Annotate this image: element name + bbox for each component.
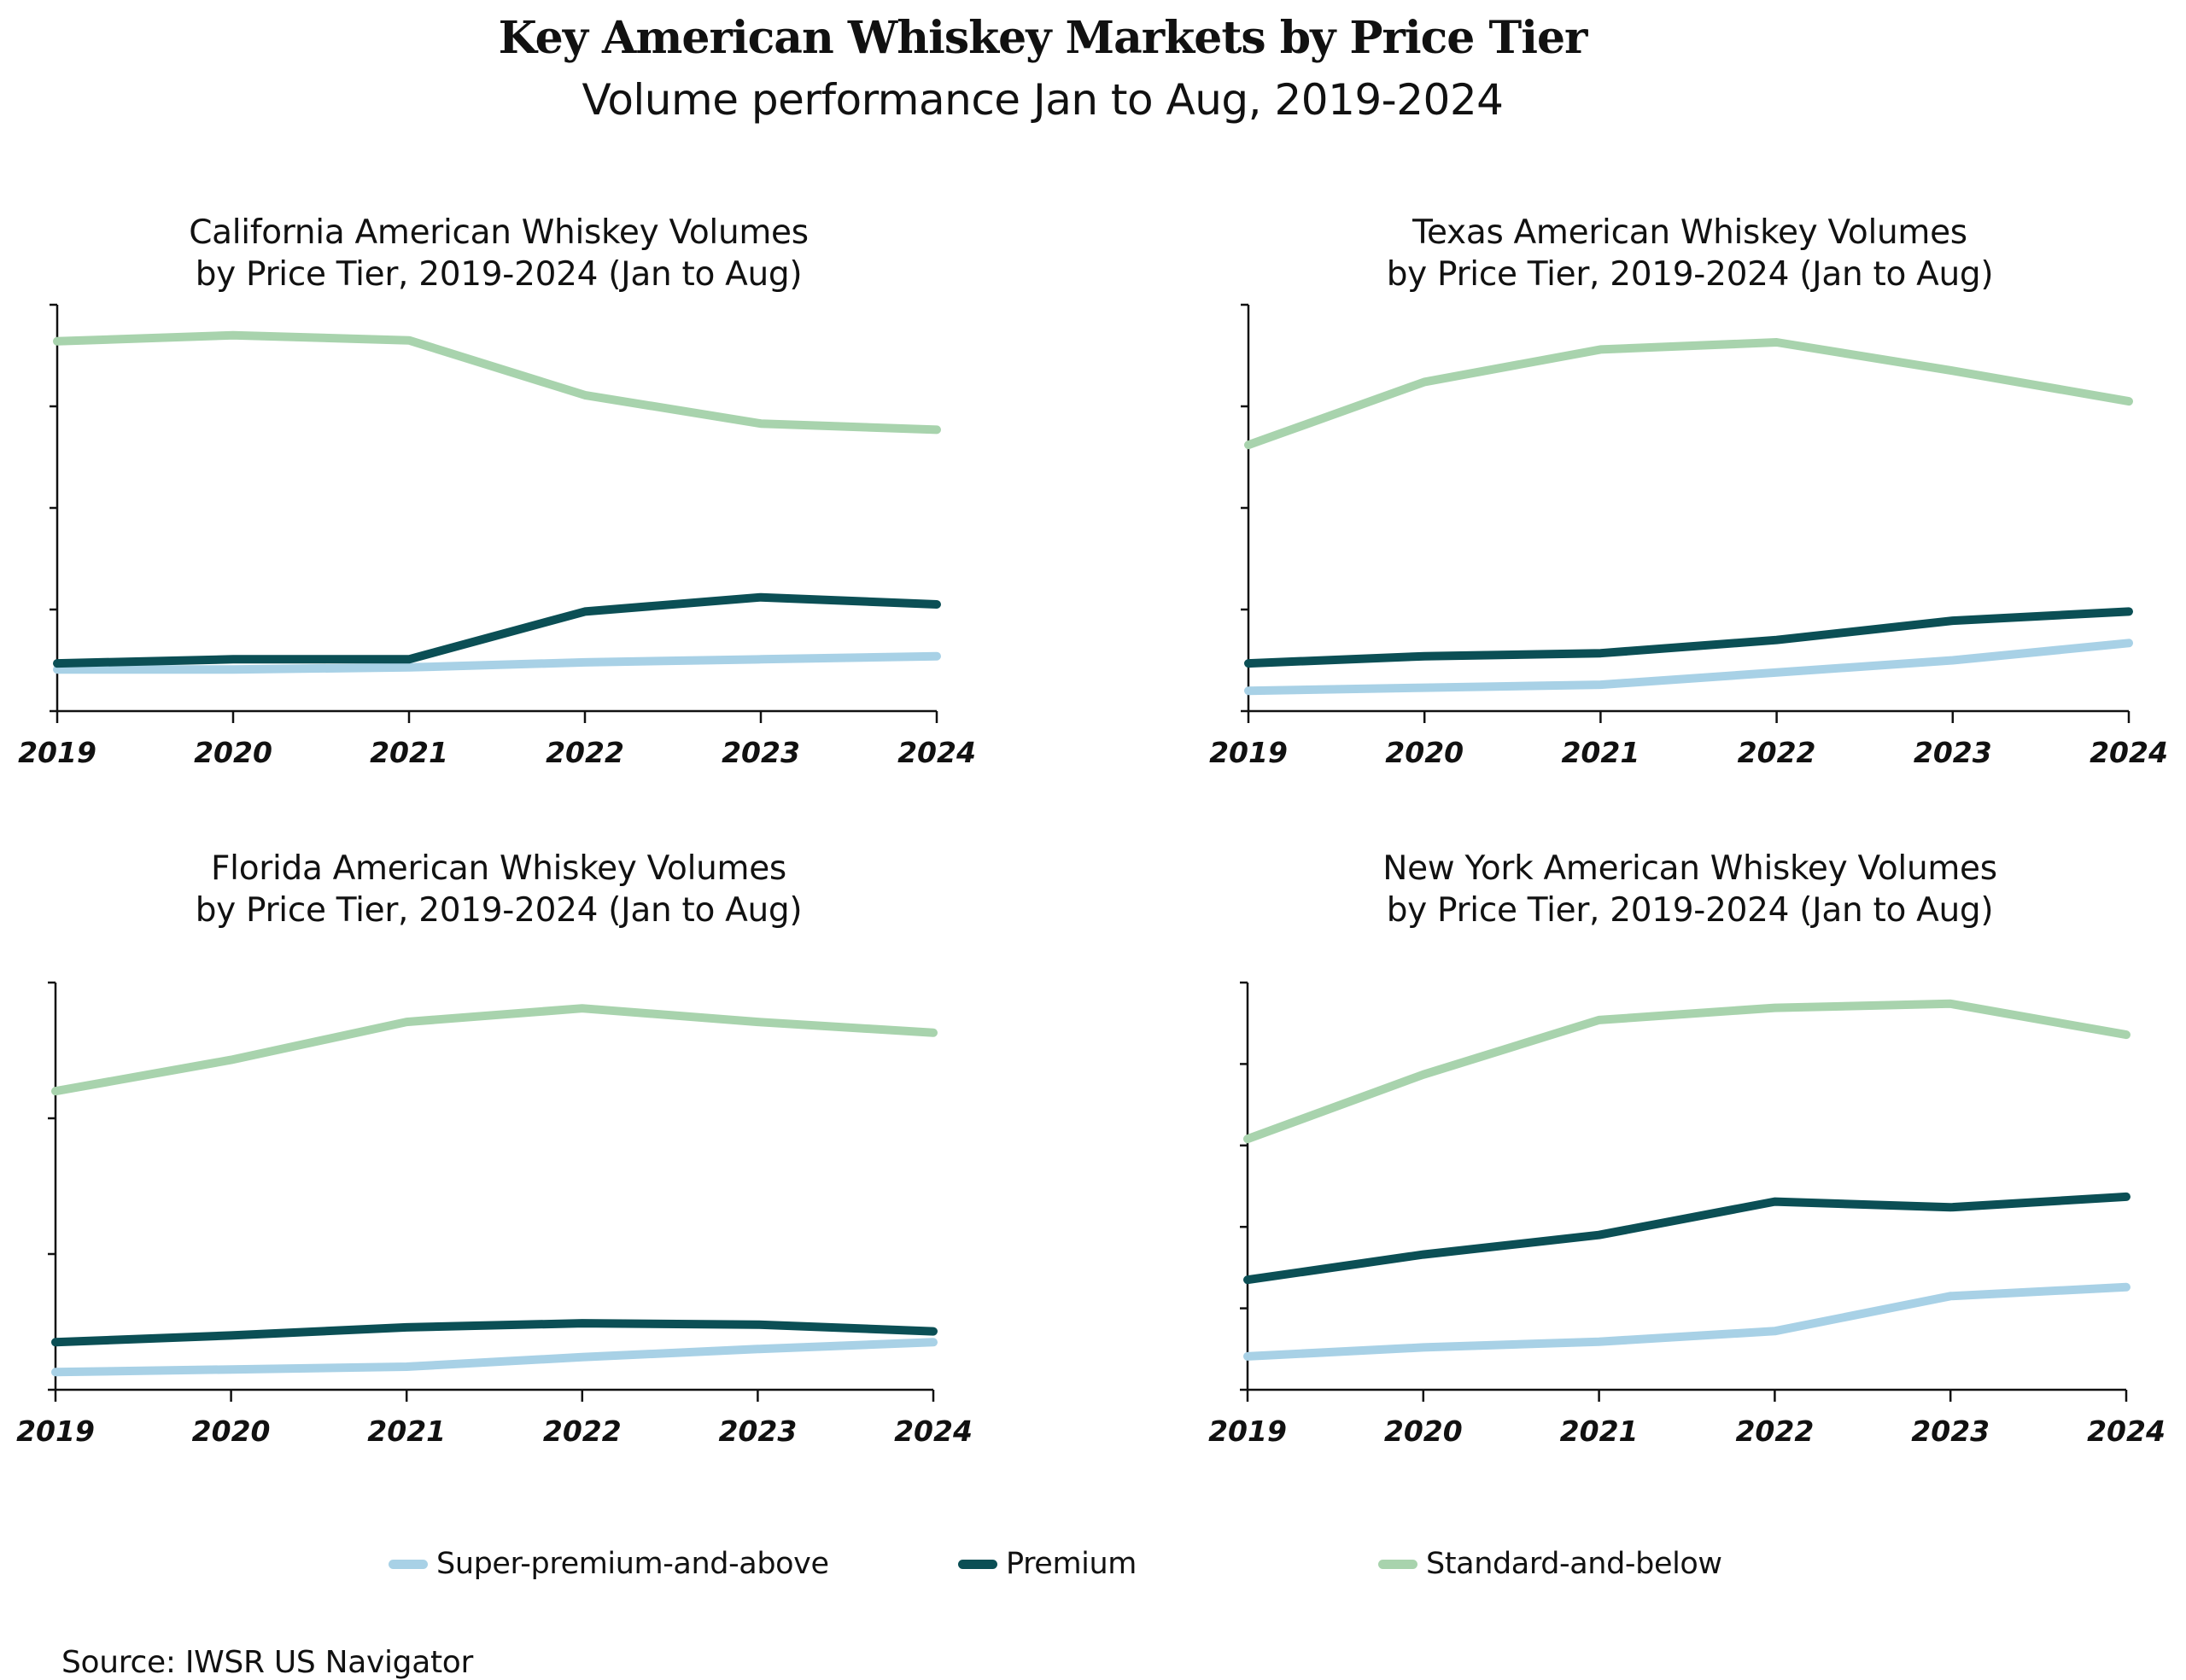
series-line-premium — [1243, 1192, 2130, 1285]
x-tick-label: 2019 — [18, 736, 96, 769]
chart-title-line1: California American Whiskey Volumes — [189, 213, 809, 252]
series-line-standard-and-below — [51, 1004, 938, 1096]
x-tick-label: 2021 — [1561, 736, 1640, 769]
texas-chart-title: Texas American Whiskey Volumes by Price … — [1248, 212, 2132, 295]
series-line-super-premium-and-above — [1243, 1282, 2130, 1361]
chart-title-line2: by Price Tier, 2019-2024 (Jan to Aug) — [1386, 255, 1994, 294]
series-line-premium — [53, 592, 941, 668]
x-tick-label: 2020 — [1384, 1415, 1463, 1448]
x-tick-label: 2021 — [367, 1415, 446, 1448]
x-tick-label: 2023 — [718, 1415, 797, 1448]
source-note: Source: IWSR US Navigator — [61, 1645, 474, 1680]
x-tick-label: 2022 — [1738, 736, 1816, 769]
series-line-premium — [51, 1319, 938, 1347]
x-tick-label: 2024 — [894, 1415, 973, 1448]
legend-swatch-standard — [1378, 1559, 1417, 1569]
legend-label: Super-premium-and-above — [436, 1547, 829, 1581]
series-line-standard-and-below — [1244, 338, 2133, 450]
legend-swatch-premium — [958, 1559, 997, 1569]
legend-label: Premium — [1006, 1547, 1137, 1581]
x-tick-label: 2022 — [543, 1415, 622, 1448]
main-subtitle: Volume performance Jan to Aug, 2019-2024 — [582, 75, 1504, 125]
chart-title-line1: Texas American Whiskey Volumes — [1412, 213, 1967, 252]
legend: Super-premium-and-above Premium Standard… — [0, 1547, 2085, 1590]
x-tick-label: 2023 — [722, 736, 800, 769]
x-tick-label: 2022 — [1735, 1415, 1814, 1448]
x-tick-label: 2020 — [192, 1415, 271, 1448]
legend-item-super-premium: Super-premium-and-above — [389, 1547, 829, 1581]
legend-item-premium: Premium — [958, 1547, 1137, 1581]
x-tick-label: 2023 — [1914, 736, 1992, 769]
x-tick-label: 2024 — [2090, 736, 2168, 769]
x-tick-label: 2021 — [370, 736, 448, 769]
x-tick-label: 2024 — [897, 736, 976, 769]
legend-swatch-super-premium — [389, 1559, 428, 1569]
series-line-premium — [1244, 607, 2133, 668]
x-tick-label: 2019 — [1209, 736, 1288, 769]
series-line-standard-and-below — [53, 330, 941, 435]
series-line-standard-and-below — [1243, 999, 2130, 1144]
florida-chart-title: Florida American Whiskey Volumes by Pric… — [56, 848, 941, 931]
main-title: Key American Whiskey Markets by Price Ti… — [498, 12, 1588, 64]
chart-title-line2: by Price Tier, 2019-2024 (Jan to Aug) — [1386, 891, 1994, 930]
legend-item-standard: Standard-and-below — [1378, 1547, 1722, 1581]
series-line-super-premium-and-above — [51, 1338, 938, 1377]
x-tick-label: 2023 — [1911, 1415, 1990, 1448]
series-line-super-premium-and-above — [53, 651, 941, 674]
legend-label: Standard-and-below — [1426, 1547, 1722, 1581]
x-tick-label: 2019 — [16, 1415, 95, 1448]
chart-title-line1: Florida American Whiskey Volumes — [211, 849, 786, 888]
x-tick-label: 2020 — [194, 736, 272, 769]
x-tick-label: 2020 — [1385, 736, 1464, 769]
chart-title-line2: by Price Tier, 2019-2024 (Jan to Aug) — [195, 255, 803, 294]
x-tick-label: 2019 — [1208, 1415, 1287, 1448]
new-york-chart-title: New York American Whiskey Volumes by Pri… — [1248, 848, 2132, 931]
chart-title-line2: by Price Tier, 2019-2024 (Jan to Aug) — [195, 891, 803, 930]
chart-title-line1: New York American Whiskey Volumes — [1382, 849, 1997, 888]
x-tick-label: 2024 — [2087, 1415, 2166, 1448]
series-line-super-premium-and-above — [1244, 639, 2133, 696]
california-chart-title: California American Whiskey Volumes by P… — [56, 212, 941, 295]
x-tick-label: 2021 — [1560, 1415, 1639, 1448]
x-tick-label: 2022 — [546, 736, 624, 769]
